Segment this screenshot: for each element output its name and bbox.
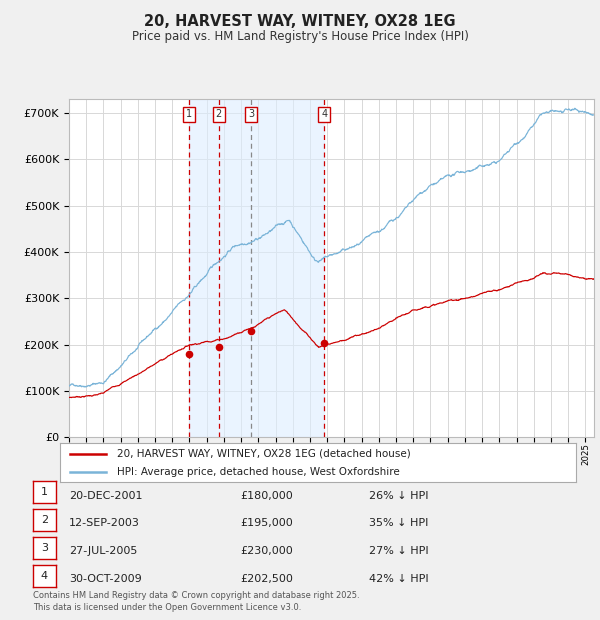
Text: 42% ↓ HPI: 42% ↓ HPI (369, 574, 428, 584)
Text: 20, HARVEST WAY, WITNEY, OX28 1EG: 20, HARVEST WAY, WITNEY, OX28 1EG (144, 14, 456, 29)
Text: 27-JUL-2005: 27-JUL-2005 (69, 546, 137, 556)
Text: 26% ↓ HPI: 26% ↓ HPI (369, 490, 428, 500)
Text: 12-SEP-2003: 12-SEP-2003 (69, 518, 140, 528)
Text: 4: 4 (321, 109, 328, 120)
Text: 3: 3 (41, 542, 48, 553)
Text: £195,000: £195,000 (240, 518, 293, 528)
Text: 20-DEC-2001: 20-DEC-2001 (69, 490, 143, 500)
Text: 20, HARVEST WAY, WITNEY, OX28 1EG (detached house): 20, HARVEST WAY, WITNEY, OX28 1EG (detac… (117, 449, 410, 459)
Text: Price paid vs. HM Land Registry's House Price Index (HPI): Price paid vs. HM Land Registry's House … (131, 30, 469, 43)
Text: 1: 1 (186, 109, 192, 120)
Text: 3: 3 (248, 109, 254, 120)
Bar (189, 99, 324, 437)
Text: HPI: Average price, detached house, West Oxfordshire: HPI: Average price, detached house, West… (117, 467, 400, 477)
Text: 35% ↓ HPI: 35% ↓ HPI (369, 518, 428, 528)
Text: Contains HM Land Registry data © Crown copyright and database right 2025.: Contains HM Land Registry data © Crown c… (33, 590, 359, 600)
Text: 4: 4 (41, 570, 48, 581)
Text: 2: 2 (215, 109, 222, 120)
Text: £180,000: £180,000 (240, 490, 293, 500)
Text: 27% ↓ HPI: 27% ↓ HPI (369, 546, 428, 556)
Text: This data is licensed under the Open Government Licence v3.0.: This data is licensed under the Open Gov… (33, 603, 301, 612)
Text: 2: 2 (41, 515, 48, 525)
Text: £230,000: £230,000 (240, 546, 293, 556)
Text: £202,500: £202,500 (240, 574, 293, 584)
Text: 1: 1 (41, 487, 48, 497)
Text: 30-OCT-2009: 30-OCT-2009 (69, 574, 142, 584)
